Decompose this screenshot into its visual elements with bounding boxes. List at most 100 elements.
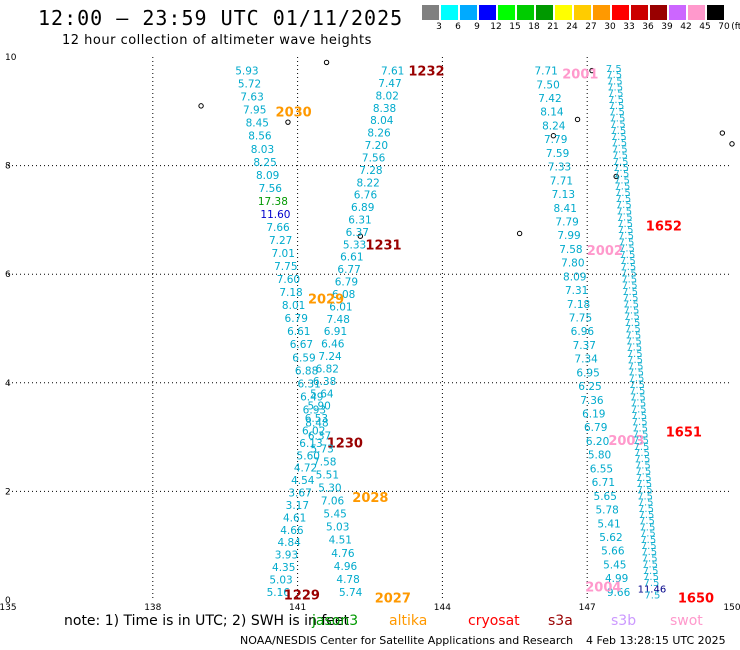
swh-value: 7.5	[607, 76, 623, 87]
y-tick-label: 0	[5, 596, 11, 606]
swh-value: 3.93	[275, 550, 298, 562]
swh-value: 5.80	[588, 450, 611, 462]
swh-value: 7.5	[624, 312, 640, 323]
swh-value: 7.50	[536, 79, 559, 91]
swh-value: 7.42	[538, 93, 561, 105]
y-tick-label: 10	[5, 53, 17, 63]
swh-value: 8.09	[256, 170, 279, 182]
swh-value: 8.03	[251, 144, 274, 156]
swh-value: 6.79	[335, 277, 358, 289]
swh-value: 6.38	[313, 376, 336, 388]
swh-value: 7.5	[619, 237, 635, 248]
swh-value: 6.02	[302, 426, 325, 438]
swh-value: 7.47	[378, 78, 401, 90]
swh-value: 6.46	[321, 339, 345, 351]
x-tick-label: 144	[434, 603, 451, 610]
swh-value: 6.82	[316, 363, 339, 375]
swh-value: 5.90	[307, 401, 330, 413]
swh-value: 7.5	[624, 306, 640, 317]
swh-value: 6.95	[576, 367, 599, 379]
swh-value: 5.64	[310, 388, 334, 400]
swh-value: 8.24	[542, 120, 566, 132]
legend-swatch	[669, 5, 686, 20]
swh-value: 7.28	[359, 165, 382, 177]
swh-value: 7.5	[642, 560, 658, 571]
legend-label: 27	[585, 22, 597, 32]
legend-label: 3	[436, 22, 442, 32]
swh-value: 8.45	[246, 118, 269, 130]
swh-value: 7.5	[622, 281, 638, 292]
island-outline	[198, 103, 204, 109]
legend-label: 39	[661, 22, 673, 32]
x-tick-label: 138	[144, 603, 161, 610]
swh-value: 5.03	[269, 574, 292, 586]
swh-value: 7.5	[615, 194, 631, 205]
swh-value: 6.08	[332, 289, 355, 301]
island-outline	[574, 116, 581, 123]
pass-time-label: 2028	[352, 491, 388, 506]
swh-value: 7.5	[618, 231, 634, 242]
swh-value: 6.49	[300, 391, 323, 403]
swh-value: 9.66	[607, 587, 631, 599]
y-tick-label: 2	[5, 487, 11, 497]
swh-value: 7.5	[616, 206, 632, 217]
swh-value: 7.79	[555, 216, 578, 228]
y-tick-label: 6	[5, 270, 11, 280]
swh-value: 7.5	[634, 442, 650, 453]
legend-label: 33	[623, 22, 635, 32]
swh-value: 7.66	[266, 222, 290, 234]
swh-value: 6.55	[590, 463, 613, 475]
swh-value: 7.5	[609, 101, 625, 112]
swh-value: 7.71	[550, 175, 573, 187]
island-outline	[550, 133, 557, 139]
swh-value: 5.62	[599, 532, 622, 544]
swh-value: 7.33	[548, 162, 571, 174]
swh-value: 7.5	[636, 473, 652, 484]
swh-value: 7.13	[552, 189, 575, 201]
swh-value: 6.53	[305, 413, 328, 425]
swh-value: 7.5	[607, 82, 623, 93]
x-tick-label: 147	[579, 603, 596, 610]
swh-value: 7.36	[580, 395, 604, 407]
swh-value: 7.5	[606, 70, 622, 81]
legend-label: 21	[547, 22, 559, 32]
swh-value: 5.45	[603, 559, 626, 571]
swh-value: 7.06	[321, 496, 345, 508]
page-subtitle: 12 hour collection of altimeter wave hei…	[62, 33, 372, 48]
swh-value: 6.37	[346, 227, 369, 239]
swh-value: 7.24	[318, 351, 342, 363]
pass-time-label: 1230	[327, 437, 363, 452]
legend-swatch	[460, 5, 477, 20]
swh-value: 7.5	[620, 256, 636, 267]
swh-value: 7.5	[640, 529, 656, 540]
pass-time-label: 2002	[587, 244, 623, 259]
swh-value: 7.5	[639, 516, 655, 527]
swh-value: 7.5	[629, 374, 645, 385]
x-tick-label: 150	[723, 603, 740, 610]
swh-value: 7.5	[632, 417, 648, 428]
swh-value: 8.26	[367, 128, 391, 140]
swh-value: 7.5	[641, 547, 657, 558]
swh-value: 6.61	[287, 326, 310, 338]
legend-unit: (ft)	[731, 22, 740, 32]
legend-swatch	[479, 5, 496, 20]
swh-value: 7.5	[613, 163, 629, 174]
swh-value: 5.03	[326, 522, 349, 534]
pass-time-label: 1229	[284, 589, 320, 604]
swh-value: 7.5	[612, 144, 628, 155]
legend-swatch	[555, 5, 572, 20]
swh-value: 7.5	[643, 578, 659, 589]
swh-value: 7.5	[626, 343, 642, 354]
x-tick-label: 135	[0, 603, 17, 610]
swh-value: 7.75	[274, 261, 297, 273]
swh-value: 6.01	[329, 301, 352, 313]
swh-value: 7.5	[631, 405, 647, 416]
legend-swatch	[536, 5, 553, 20]
swh-value: 4.78	[336, 574, 359, 586]
swh-value: 5.60	[297, 450, 320, 462]
island-outline	[516, 230, 523, 237]
swh-value: 7.5	[614, 182, 630, 193]
swh-value: 7.5	[614, 169, 630, 180]
satellite-label: jason3	[312, 613, 359, 629]
swh-value: 7.5	[618, 225, 634, 236]
